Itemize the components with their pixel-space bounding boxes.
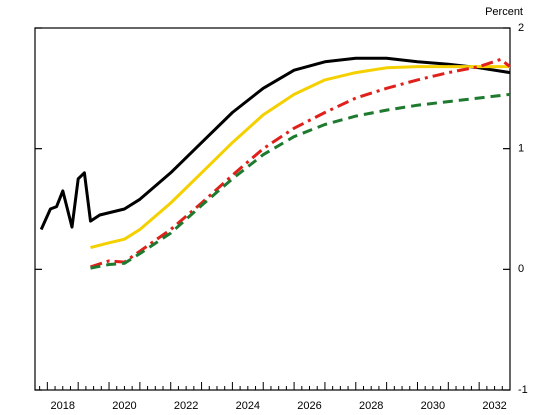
y-tick-label: 2 (518, 22, 524, 34)
y-axis-label: Percent (485, 6, 523, 18)
series-line (90, 57, 511, 269)
plot-frame (34, 27, 511, 391)
x-tick-label: 2018 (51, 400, 75, 412)
x-tick-label: 2020 (112, 400, 136, 412)
x-tick-label: 2032 (482, 400, 506, 412)
x-tick-label: 2024 (236, 400, 260, 412)
y-tick-label: 1 (518, 143, 524, 155)
y-tick-label: 0 (518, 263, 524, 275)
x-tick-label: 2022 (174, 400, 198, 412)
series-line (39, 56, 511, 231)
x-tick-label: 2030 (421, 400, 445, 412)
series-line (90, 65, 510, 250)
y-tick-label: -1 (518, 384, 528, 396)
x-tick-label: 2026 (297, 400, 321, 412)
x-tick-label: 2028 (359, 400, 383, 412)
series-line (90, 92, 511, 270)
